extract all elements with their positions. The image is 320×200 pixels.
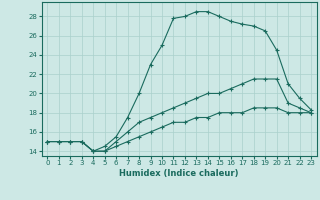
X-axis label: Humidex (Indice chaleur): Humidex (Indice chaleur) <box>119 169 239 178</box>
